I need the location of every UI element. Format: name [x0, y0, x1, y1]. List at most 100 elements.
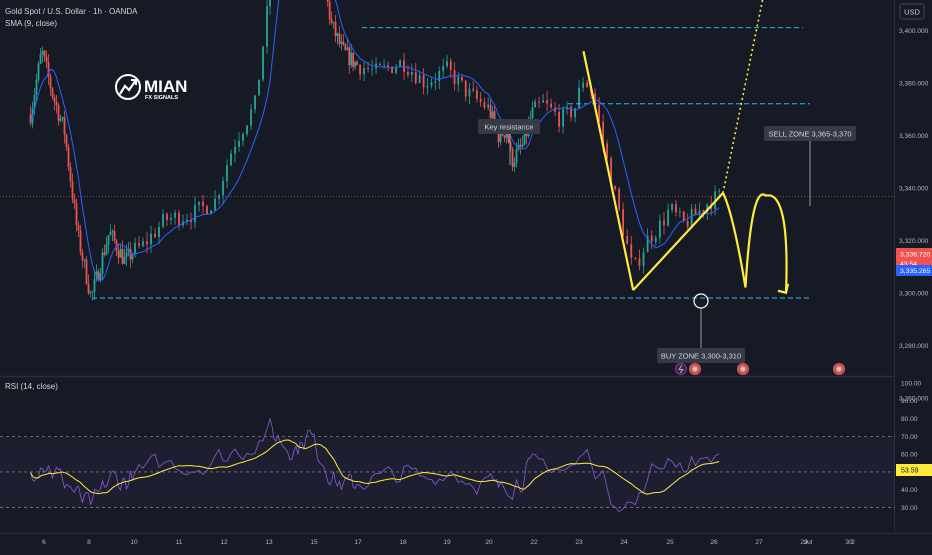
candle-body: [650, 235, 653, 242]
buy-target-marker: [693, 293, 709, 309]
last-price-tag: 3,336.720 43:54: [896, 248, 932, 270]
candle-body: [531, 107, 534, 118]
time-tick-label: 11: [176, 539, 183, 546]
logo-arrow-mark: [131, 79, 137, 85]
candle-body: [487, 104, 490, 108]
candle-body: [45, 56, 48, 63]
candle-body: [242, 133, 244, 141]
logo-chart-mark: [119, 79, 137, 95]
candle-body: [350, 52, 353, 66]
candle-body: [422, 75, 425, 88]
rsi-tick-label: 90.00: [901, 398, 918, 405]
candle-body: [158, 226, 160, 237]
us-flag-icon[interactable]: [689, 363, 701, 375]
candle-body: [446, 61, 448, 67]
price-tick-label: 3,360.000: [899, 133, 929, 140]
time-tick-label: 25: [666, 539, 674, 546]
candle-body: [538, 101, 540, 103]
sma-indicator-label: SMA (9, close): [5, 19, 57, 28]
candle-body: [79, 230, 82, 253]
candle-body: [29, 114, 32, 124]
sma-price-value: 3,335.265: [900, 268, 930, 275]
bearish-arrowhead: [777, 283, 790, 295]
time-tick-label: 23: [575, 539, 583, 546]
candle-body: [166, 213, 168, 220]
candle-body: [170, 217, 172, 220]
candle-body: [222, 180, 224, 196]
candle-body: [53, 96, 56, 102]
rsi-tick-label: 80.00: [901, 416, 918, 423]
candle-body: [85, 259, 88, 284]
logo-text: MIAN: [144, 77, 187, 96]
lightning-icon[interactable]: [675, 363, 687, 375]
logo-subtext: FX SIGNALS: [145, 95, 178, 101]
candle-body: [154, 233, 156, 237]
candle-body: [39, 54, 42, 64]
rsi-tick-label: 70.00: [901, 434, 918, 441]
us-flag-icon[interactable]: [833, 363, 845, 375]
candle-body: [489, 104, 492, 119]
candle-body: [344, 44, 347, 50]
impulse-leg: [582, 51, 635, 291]
rsi-tick-label: 40.00: [901, 487, 918, 494]
candle-body: [109, 232, 112, 236]
candle-body: [383, 64, 385, 66]
time-tick-label: 2: [851, 539, 855, 546]
candle-body: [119, 249, 122, 258]
candle-body: [598, 105, 601, 122]
candle-body: [33, 94, 36, 109]
candle-body: [55, 101, 58, 106]
time-tick-label: 17: [354, 539, 362, 546]
candle-body: [103, 252, 106, 255]
buy-zone-callout[interactable]: BUY ZONE 3,300-3,310: [657, 309, 745, 363]
candle-body: [101, 252, 104, 274]
candle-body: [426, 85, 429, 88]
time-tick-label: 6: [42, 539, 46, 546]
impulse-leg: [632, 192, 724, 291]
candle-body: [493, 111, 496, 124]
rsi-value: 53.59: [901, 468, 919, 475]
candle-body: [123, 256, 126, 264]
rsi-pane: [0, 435, 895, 508]
candle-body: [107, 235, 110, 245]
candle-body: [418, 75, 421, 83]
candle-body: [75, 203, 78, 226]
candle-body: [671, 204, 673, 210]
sell-zone-callout[interactable]: SELL ZONE 3,365-3,370: [764, 126, 856, 206]
candle-body: [391, 66, 393, 73]
currency-button[interactable]: USD: [899, 3, 925, 20]
candle-body: [658, 220, 661, 238]
candle-body: [483, 102, 486, 108]
candle-body: [678, 211, 681, 213]
candle-body: [519, 144, 522, 147]
candle-body: [91, 291, 94, 293]
candle-body: [505, 132, 508, 138]
candle-body: [667, 209, 669, 226]
candle-body: [654, 237, 657, 242]
candle-body: [340, 41, 343, 44]
currency-label: USD: [904, 8, 920, 17]
time-tick-label: 22: [530, 539, 538, 546]
us-flag-icon[interactable]: [737, 363, 749, 375]
candle-body: [49, 76, 52, 89]
candle-body: [129, 248, 132, 260]
sell-zone-label: SELL ZONE 3,365-3,370: [768, 130, 851, 139]
candle-body: [328, 1, 331, 19]
candle-body: [472, 88, 475, 91]
time-tick-label: Jul: [804, 539, 813, 546]
candle-body: [63, 117, 66, 135]
candle-body: [562, 109, 564, 127]
candle-body: [51, 88, 54, 97]
candle-body: [499, 126, 502, 142]
candle-body: [449, 61, 452, 71]
candle-body: [515, 149, 518, 163]
price-tick-label: 3,400.000: [899, 28, 929, 35]
candle-body: [675, 204, 677, 213]
time-tick-label: 30: [845, 539, 853, 546]
candle-body: [117, 250, 120, 258]
bar-countdown: 43:54: [900, 261, 917, 268]
key-resistance-callout[interactable]: Key resistance: [478, 119, 540, 165]
candle-body: [47, 62, 50, 77]
candle-body: [410, 72, 413, 75]
